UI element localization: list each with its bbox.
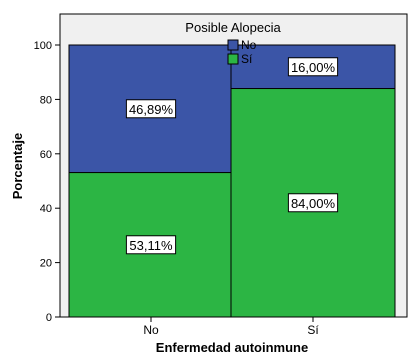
y-tick-label: 40 — [40, 203, 52, 215]
legend-swatch — [227, 39, 239, 51]
legend-entry: No — [241, 38, 257, 52]
data-label: 16,00% — [291, 60, 336, 75]
legend-title: Posible Alopecia — [185, 20, 281, 35]
legend-entry: Sí — [241, 52, 253, 66]
y-tick-label: 20 — [40, 258, 52, 270]
data-label-box — [125, 235, 177, 255]
data-label-box — [287, 57, 339, 77]
data-label-box — [287, 193, 339, 213]
x-tick-label: Sí — [307, 323, 319, 337]
data-label: 84,00% — [291, 196, 336, 211]
x-tick-label: No — [143, 323, 159, 337]
x-axis-label: Enfermedad autoinmune — [156, 340, 308, 355]
data-label: 46,89% — [129, 102, 174, 117]
data-label-box — [125, 99, 177, 119]
data-label: 53,11% — [129, 238, 173, 253]
y-tick-label: 100 — [34, 40, 52, 52]
y-axis-label: Porcentaje — [10, 133, 25, 199]
y-tick-label: 80 — [40, 94, 52, 106]
y-tick-label: 60 — [40, 149, 52, 161]
y-tick-label: 0 — [46, 312, 52, 324]
bar-si-segment-no — [230, 44, 396, 90]
legend-swatch — [227, 53, 239, 65]
